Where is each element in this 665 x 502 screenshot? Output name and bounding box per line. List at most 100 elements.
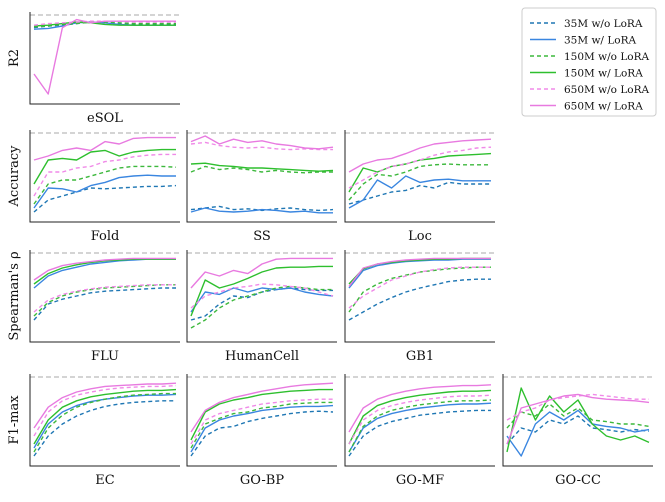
series-line-650m-w-lora [506, 393, 650, 445]
series-line-150m-w-lora [33, 258, 176, 285]
legend-label-35m-w-o-lora: 35M w/o LoRA [564, 18, 643, 30]
series-line-35m-w-lora [33, 258, 176, 289]
series-line-150m-w-o-lora [33, 21, 176, 28]
series-line-150m-w-o-lora [33, 392, 176, 453]
series-line-650m-w-lora [190, 135, 334, 150]
axis-spine [344, 130, 495, 223]
axis-spine [186, 250, 337, 343]
series-line-35m-w-o-lora [348, 278, 491, 321]
series-line-35m-w-lora [348, 402, 492, 453]
series-line-650m-w-o-lora [348, 146, 492, 189]
series-line-650m-w-o-lora [33, 384, 177, 437]
series-line-35m-w-o-lora [33, 287, 176, 321]
series-line-650m-w-o-lora [190, 283, 334, 309]
panel-title-esol: eSOL [87, 111, 123, 126]
panel-humancell: HumanCell [186, 250, 337, 364]
series-line-35m-w-o-lora [348, 181, 491, 205]
legend: 35M w/o LoRA 35M w/ LoRA 150M w/o LoRA 150M… [521, 7, 657, 117]
series-line-35m-w-lora [506, 409, 650, 457]
series-line-35m-w-lora [190, 207, 333, 214]
series-line-150m-w-o-lora [33, 284, 176, 317]
series-line-650m-w-lora [348, 384, 492, 433]
series-line-650m-w-o-lora [348, 266, 491, 309]
series-line-650m-w-o-lora [33, 153, 176, 197]
series-line-35m-w-lora [348, 175, 491, 209]
series-line-650m-w-lora [33, 257, 176, 281]
series-line-150m-w-lora [33, 21, 176, 27]
series-line-150m-w-lora [190, 265, 333, 317]
panel-go-cc: GO-CC [502, 374, 653, 488]
series-line-650m-w-lora [190, 257, 333, 289]
series-line-150m-w-lora [506, 387, 650, 453]
series-line-650m-w-o-lora [348, 394, 492, 445]
panel-ss: SS [186, 130, 337, 244]
series-line-35m-w-lora [33, 174, 176, 209]
panel-title-go-cc: GO-CC [555, 473, 601, 488]
legend-frame [521, 7, 657, 117]
series-line-150m-w-o-lora [190, 285, 333, 329]
series-line-35m-w-o-lora [33, 400, 176, 457]
series-line-35m-w-o-lora [190, 410, 334, 457]
row-label-spearman-s: Spearman's ρ [7, 251, 22, 340]
series-line-650m-w-o-lora [190, 398, 333, 445]
legend-label-650m-w-o-lora: 650M w/o LoRA [564, 84, 650, 96]
panel-title-loc: Loc [408, 229, 432, 244]
series-line-650m-w-o-lora [33, 284, 176, 313]
panel-title-fold: Fold [91, 229, 120, 244]
panel-title-humancell: HumanCell [225, 349, 299, 364]
legend-label-650m-w-lora: 650M w/ LoRA [564, 101, 643, 113]
axis-spine [344, 250, 495, 343]
legend-label-150m-w-lora: 150M w/ LoRA [564, 68, 643, 80]
series-line-150m-w-o-lora [190, 165, 333, 174]
series-line-35m-w-o-lora [506, 415, 650, 445]
axis-spine [344, 374, 495, 467]
series-line-650m-w-lora [33, 382, 177, 429]
series-line-650m-w-o-lora [190, 141, 333, 151]
panel-title-flu: FLU [91, 349, 119, 364]
panel-go-bp: GO-BP [186, 374, 337, 488]
series-line-35m-w-lora [348, 258, 491, 289]
series-line-35m-w-o-lora [33, 184, 177, 213]
panel-title-go-bp: GO-BP [240, 473, 284, 488]
panel-go-mf: GO-MF [344, 374, 495, 488]
panel-esol: eSOL [29, 12, 180, 126]
panel-title-ss: SS [253, 229, 271, 244]
series-line-35m-w-lora [190, 404, 334, 453]
row-label-f1-max: F1-max [7, 395, 22, 445]
series-line-150m-w-o-lora [33, 165, 177, 205]
series-line-150m-w-o-lora [348, 266, 491, 313]
axis-spine [29, 374, 180, 467]
series-line-35m-w-o-lora [348, 409, 491, 457]
panel-gb1: GB1 [344, 250, 495, 364]
panel-fold: Fold [29, 130, 180, 244]
legend-label-35m-w-lora: 35M w/ LoRA [564, 35, 637, 47]
axis-spine [29, 130, 180, 223]
axis-spine [29, 250, 180, 343]
series-line-150m-w-o-lora [190, 401, 333, 449]
panel-loc: Loc [344, 130, 495, 244]
panel-title-go-mf: GO-MF [396, 473, 444, 488]
series-line-35m-w-o-lora [190, 205, 334, 212]
panel-flu: FLU [29, 250, 180, 364]
series-line-650m-w-lora [348, 138, 492, 173]
panel-ec: EC [29, 374, 180, 488]
series-line-150m-w-o-lora [348, 399, 492, 453]
row-label-r2: R2 [7, 49, 22, 67]
legend-label-150m-w-o-lora: 150M w/o LoRA [564, 51, 650, 63]
row-label-accuracy: Accuracy [7, 145, 22, 208]
series-line-650m-w-lora [33, 136, 176, 161]
series-line-650m-w-lora [348, 257, 491, 287]
axes-layer: R2 eSOL Accuracy Fold SS Loc Spearman's ρ FLU Hu… [7, 12, 653, 488]
series-line-150m-w-lora [348, 389, 492, 445]
series-line-150m-w-lora [33, 388, 177, 445]
panel-title-ec: EC [95, 473, 114, 488]
series-line-150m-w-lora [33, 148, 176, 185]
axis-spine [29, 12, 180, 105]
series-line-150m-w-lora [190, 162, 334, 172]
series-line-650m-w-lora [33, 18, 176, 95]
series-line-150m-w-o-lora [506, 403, 650, 429]
axis-spine [502, 374, 653, 467]
axis-spine [186, 374, 337, 467]
panel-title-gb1: GB1 [406, 349, 434, 364]
